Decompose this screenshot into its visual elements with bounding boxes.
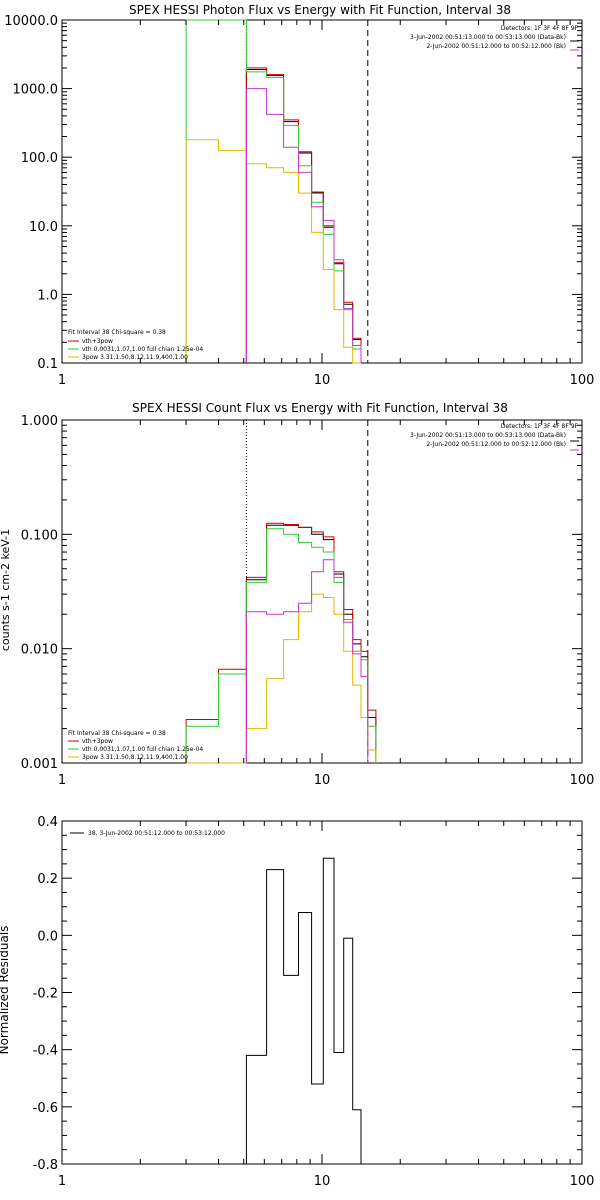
series-data xyxy=(245,69,362,363)
x-tick-label: 100 xyxy=(570,1174,595,1189)
y-tick-label: -0.2 xyxy=(33,987,58,1002)
x-tick-label: 100 xyxy=(570,373,595,388)
plot-frame xyxy=(61,419,583,764)
bk-interval-label: 2-Jun-2002 00:51:12.000 to 00:52:12.000 … xyxy=(426,441,566,448)
fit-model-label: vth+3pow xyxy=(82,338,113,345)
x-tick-label: 1 xyxy=(58,1174,66,1189)
x-tick-label: 1 xyxy=(58,373,66,388)
series-vth-3pow xyxy=(245,67,362,363)
plot-frame xyxy=(61,19,583,364)
x-tick-label: 1 xyxy=(58,773,66,788)
legend-label: 38, 3-Jun-2002 00:51:12.000 to 00:53:12.… xyxy=(88,830,225,837)
panel-count-flux: SPEX HESSI Count Flux vs Energy with Fit… xyxy=(0,401,594,788)
detectors-label: Detectors: 1F 3F 4F 8F 9F xyxy=(501,25,579,32)
fit-vth-label: vth 0.0031,1.07,1.00 full chian 1.25e-04 xyxy=(82,746,203,753)
y-tick-label: -0.6 xyxy=(33,1101,58,1116)
y-tick-label: -0.4 xyxy=(33,1044,58,1059)
series-data xyxy=(245,524,377,763)
y-tick-label: 0.2 xyxy=(37,872,58,887)
fit-3pow-label: 3pow 3.31,1.50,8.12,11.9,400,1.00 xyxy=(82,754,188,761)
y-tick-label: -0.8 xyxy=(33,1158,58,1173)
fit-interval-label: Fit Interval 38 Chi-square = 0.38 xyxy=(68,730,166,737)
fit-3pow-label: 3pow 3.31,1.50,8.12,11.9,400,1.00 xyxy=(82,354,188,361)
fit-legend: Fit Interval 38 Chi-square = 0.38 vth+3p… xyxy=(68,329,203,361)
panel-photon-flux: SPEX HESSI Photon Flux vs Energy with Fi… xyxy=(4,3,594,388)
info-box: Detectors: 1F 3F 4F 8F 9F 3-Jun-2002 00:… xyxy=(410,25,579,51)
y-tick-label: 1000.0 xyxy=(13,83,59,98)
fit-model-label: vth+3pow xyxy=(82,738,113,745)
y-tick-label: 0.100 xyxy=(21,528,58,543)
x-tick-label: 100 xyxy=(570,773,595,788)
bk-interval-label: 2-Jun-2002 00:51:12.000 to 00:52:12.000 … xyxy=(426,43,566,50)
y-tick-label: 100.0 xyxy=(21,151,58,166)
panel-residuals: Normalized Residuals 38, 3-Jun-2002 00:5… xyxy=(0,815,594,1189)
y-tick-label: 10.0 xyxy=(29,220,58,235)
y-axis-label: counts s-1 cm-2 keV-1 xyxy=(0,529,12,651)
x-tick-label: 10 xyxy=(314,1174,331,1189)
data-interval-label: 3-Jun-2002 00:51:13.000 to 00:53:13.000 … xyxy=(410,432,566,439)
plot-border xyxy=(61,820,583,1165)
x-tick-label: 10 xyxy=(314,773,331,788)
chart-title: SPEX HESSI Count Flux vs Energy with Fit… xyxy=(132,401,508,415)
y-tick-label: 0.4 xyxy=(37,815,58,830)
plot-border xyxy=(61,419,583,764)
detectors-label: Detectors: 1F 3F 4F 8F 9F xyxy=(501,423,579,430)
series-3pow xyxy=(186,593,377,764)
y-tick-label: 1.000 xyxy=(21,414,58,429)
x-tick-label: 10 xyxy=(314,373,331,388)
residual-legend: 38, 3-Jun-2002 00:51:12.000 to 00:53:12.… xyxy=(70,830,225,837)
series-vth xyxy=(185,528,377,763)
data-interval-label: 3-Jun-2002 00:51:13.000 to 00:53:13.000 … xyxy=(410,34,566,41)
fit-legend: Fit Interval 38 Chi-square = 0.38 vth+3p… xyxy=(68,730,203,761)
plot-frame xyxy=(61,820,583,1165)
y-axis-label: Normalized Residuals xyxy=(0,926,11,1055)
y-tick-label: 1.0 xyxy=(37,288,58,303)
series-3pow xyxy=(185,139,361,364)
y-tick-label: 0.0 xyxy=(37,929,58,944)
y-tick-label: 10000.0 xyxy=(4,14,58,29)
series-residuals xyxy=(245,857,362,1164)
y-tick-label: 0.001 xyxy=(21,757,58,772)
info-box: Detectors: 1F 3F 4F 8F 9F 3-Jun-2002 00:… xyxy=(410,423,579,451)
chart-title: SPEX HESSI Photon Flux vs Energy with Fi… xyxy=(129,3,511,17)
fit-interval-label: Fit Interval 38 Chi-square = 0.38 xyxy=(68,329,166,336)
fit-vth-label: vth 0.0031,1.07,1.00 full chian 1.25e-04 xyxy=(82,346,203,353)
y-tick-label: 0.1 xyxy=(37,357,58,372)
plot-border xyxy=(61,19,583,364)
series-vth xyxy=(185,19,362,363)
series-background xyxy=(245,559,369,763)
y-tick-label: 0.010 xyxy=(21,643,58,658)
series-background xyxy=(245,88,362,363)
series-vth-3pow xyxy=(185,522,377,763)
